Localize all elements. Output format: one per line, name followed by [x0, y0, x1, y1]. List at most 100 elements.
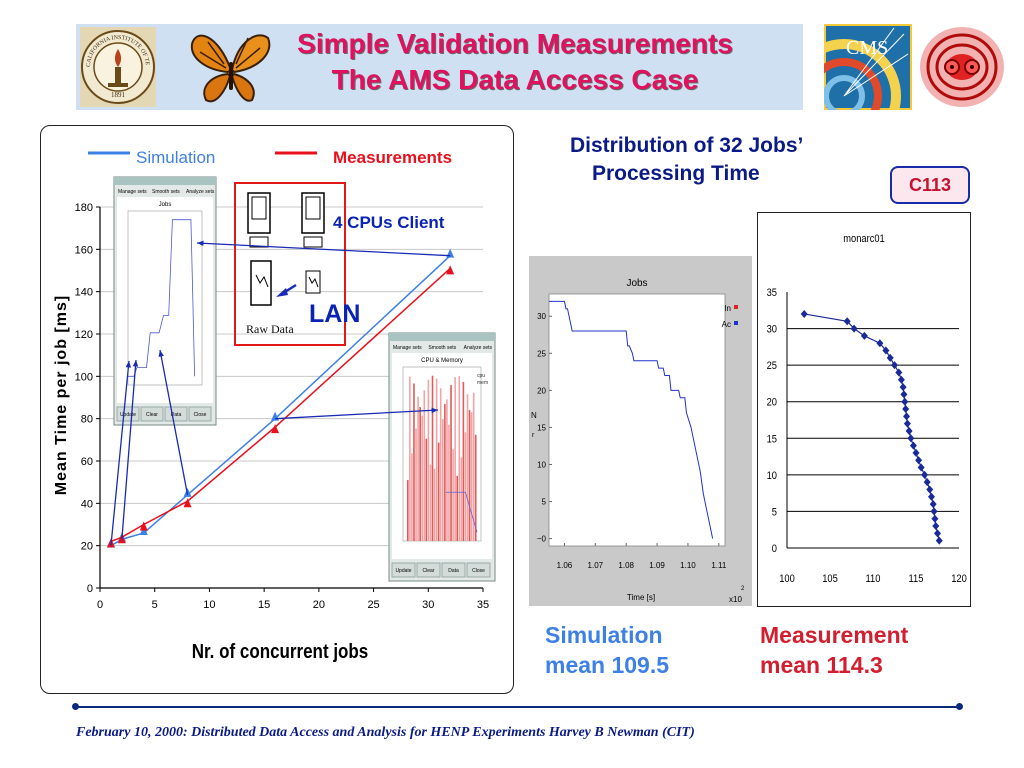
- inset-button: [164, 406, 188, 422]
- data-squiggle: [255, 274, 319, 288]
- data-marker: [905, 426, 913, 435]
- data-marker: [929, 500, 937, 509]
- data-marker: [886, 353, 894, 362]
- x-tick-label: 20: [313, 599, 325, 611]
- distribution-title-line2: Processing Time: [592, 162, 760, 185]
- x-tick-label: 1.06: [557, 561, 573, 570]
- data-marker: [927, 492, 935, 501]
- x-axis-label: Time [s]: [627, 593, 655, 602]
- x-multiplier: x10: [729, 595, 742, 604]
- y-tick-label: 20: [767, 397, 778, 409]
- x-tick-label: 15: [258, 599, 270, 611]
- inset-menu-item: Smooth sets: [428, 345, 456, 351]
- inset-bar: [454, 377, 456, 541]
- inset-legend-label: cpu: [477, 373, 485, 379]
- inset-bar: [419, 407, 421, 541]
- data-marker: [934, 529, 941, 538]
- footer-text: February 10, 2000: Distributed Data Acce…: [76, 725, 695, 740]
- cms-logo: CMS: [824, 24, 912, 110]
- inset-bar: [448, 424, 450, 541]
- pointer-arrow-head: [197, 240, 204, 247]
- slide-title-line1: Simple Validation Measurements: [297, 28, 733, 59]
- inset-bar: [407, 480, 409, 541]
- inset-menu-item: Manage sets: [393, 345, 422, 351]
- data-marker: [907, 434, 915, 443]
- lan-arrow-head: [276, 288, 288, 297]
- cpu-panel: [305, 196, 321, 220]
- data-marker: [930, 507, 938, 516]
- raw-data-label: Raw Data: [246, 322, 294, 336]
- inset-bar: [437, 442, 440, 541]
- inset-button: [466, 562, 491, 578]
- lan-label: LAN: [309, 300, 361, 328]
- pointer-arrow-head: [132, 360, 139, 367]
- butterfly-icon: [190, 34, 271, 103]
- y-tick-label: 20: [537, 386, 546, 395]
- inset-button-label: Update: [395, 568, 411, 574]
- inset-button-label: Close: [472, 568, 485, 574]
- inset-button-label: Close: [194, 412, 207, 418]
- inset-button: [188, 406, 212, 422]
- legend-label: Ac: [722, 320, 731, 329]
- inset-bar: [433, 468, 436, 541]
- footer-rule: [72, 703, 963, 710]
- inset-bar: [468, 410, 471, 541]
- pointer-arrow: [196, 242, 451, 257]
- inset-button-label: Clear: [423, 568, 435, 574]
- y-tick-label: 30: [767, 324, 778, 336]
- distribution-title-line1: Distribution of 32 Jobs’: [570, 134, 804, 157]
- cpu-base: [249, 236, 269, 248]
- inset-button-label: Data: [171, 412, 182, 418]
- measurement-chart-frame: [757, 212, 971, 607]
- data-marker: [895, 368, 903, 377]
- legend-label: In: [724, 304, 731, 313]
- inset-bar: [458, 376, 461, 541]
- inset-bar: [435, 378, 438, 541]
- inset-bar: [450, 385, 452, 541]
- data-marker: [926, 485, 934, 494]
- inset-bar: [442, 418, 444, 541]
- simulation-caption: Simulation mean 109.5: [545, 620, 669, 680]
- cpu-panel: [251, 196, 267, 220]
- inset-bar: [470, 412, 473, 541]
- y-tick-label: 15: [767, 434, 778, 446]
- inset-bar: [456, 475, 459, 541]
- y-tick-label: ~0: [537, 535, 547, 544]
- data-marker: [909, 441, 917, 450]
- measurement-caption-line2: mean 114.3: [760, 652, 883, 678]
- jobs-measurement-chart: monarc01 0 5 10 15 20 25 30 35 100 105 110 115 120: [757, 212, 971, 607]
- y-tick-label: 20: [81, 541, 93, 553]
- y-axis-label: N: [531, 411, 537, 420]
- inset-bar: [439, 388, 442, 541]
- pointer-arrow-head: [158, 350, 164, 357]
- data-marker: [903, 412, 911, 421]
- x-tick-label: 1.08: [618, 561, 634, 570]
- inset-legend-label: mem: [477, 380, 488, 386]
- inset-button: [416, 562, 441, 578]
- inset-bar: [427, 379, 430, 541]
- data-marker: [850, 324, 858, 333]
- y-tick-label: 100: [75, 371, 93, 383]
- x-multiplier-exponent: 2: [741, 586, 745, 592]
- data-marker: [183, 498, 192, 508]
- inset-button: [140, 406, 164, 422]
- cpu-tower-icon: [301, 192, 325, 234]
- data-marker: [902, 405, 910, 414]
- y-tick-label: 0: [772, 543, 777, 555]
- inset-button-label: Data: [448, 568, 459, 574]
- simulation-caption-line1: Simulation: [545, 622, 663, 648]
- data-marker: [912, 448, 920, 457]
- inset-bar: [425, 438, 428, 541]
- data-marker: [917, 463, 925, 472]
- data-marker: [271, 424, 280, 434]
- inset-button-label: Clear: [146, 412, 158, 418]
- inset-button: [441, 562, 466, 578]
- caltech-seal-logo: CALIFORNIA INSTITUTE OF TECHNOLOGY 1891: [80, 27, 156, 107]
- data-marker: [921, 470, 929, 479]
- inset-axes: [127, 210, 203, 386]
- inset-bar: [460, 457, 463, 541]
- data-marker: [900, 390, 908, 399]
- x-tick-label: 1.11: [711, 561, 727, 570]
- jobs-inset-window: Manage sets Smooth sets Analyze sets Jobs Up…: [113, 176, 217, 426]
- legend-label: Simulation: [136, 148, 215, 167]
